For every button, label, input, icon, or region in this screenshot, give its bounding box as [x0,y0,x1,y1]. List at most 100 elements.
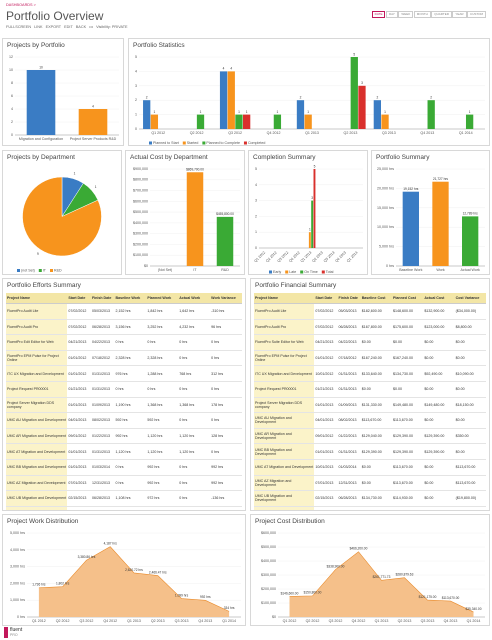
bar [432,181,449,266]
date-tab[interactable]: YEAR [452,10,467,18]
column-header: Baseline Cost [360,293,393,304]
date-tab[interactable]: MONTH [413,10,431,18]
cell: $0.00 [423,381,455,398]
date-tab[interactable]: QUARTER [431,10,452,18]
data-label: 1 [277,110,279,114]
toolbar-item[interactable]: LINK [34,25,43,29]
row: UMC UG Migration and Development02/01/20… [254,506,486,510]
y-tick-label: $0 [144,264,148,268]
y-tick-label: $500,000 [133,210,148,214]
cell: UMC UG Migration and Development [6,506,68,510]
x-tick-label: Q2 2013 [398,619,412,623]
y-tick-label: 10,000 hrs [377,225,394,229]
y-tick-label: $300,000 [133,232,148,236]
toolbar-item[interactable]: EXPORT [45,25,62,29]
y-tick-label: 0 [255,246,257,250]
chart: 0 hrs 5,000 hrs 10,000 hrs 15,000 hrs 20,000… [377,167,485,272]
toolbar: FULLSCREEN LINK EXPORT EDIT BACK ••• Visibilit… [6,25,131,29]
toolbar-item[interactable]: ••• [89,25,94,29]
cell: 972 hrs [146,490,179,507]
cell: 05/03/2013 [337,303,361,320]
toolbar-item[interactable]: Visibility: PRIVATE [96,25,128,29]
x-tick-label: Work [436,268,445,272]
cell: 01/22/2013 [90,428,115,445]
cell: $129,390.00 [423,428,455,445]
legend-swatch [17,269,20,272]
date-tab[interactable]: WEEK [398,10,414,18]
date-tab[interactable]: DAY [385,10,398,18]
data-label: 1,099 hrs [175,593,189,597]
x-tick-label: Q1 2013 [300,251,313,264]
cell: 0 hrs [210,334,242,351]
data-label: 1 [238,110,240,114]
toolbar-item[interactable]: BACK [75,25,87,29]
row: UMC AU Migration and Development 04/01/20… [254,412,486,429]
bar [227,71,235,129]
cell: 12/31/2013 [90,475,115,492]
y-tick-label: 0 [135,127,137,131]
cell: 06/28/2013 [337,490,361,507]
bar [26,70,56,135]
y-tick-label: 4,000 hrs [10,548,25,552]
bar [304,114,312,129]
x-tick-label: Q2 2013 [311,251,324,264]
x-tick-label: Q2 2012 [56,619,70,623]
cell: FluentPro Audit Lite [254,303,315,320]
column-header: Work Variance [210,293,242,304]
cell: 96 hrs [210,319,242,336]
column-header: Baseline Work [114,293,147,304]
x-tick-label: Q2 2012 [190,131,204,135]
x-tick-label: Q4 2012 [267,131,281,135]
column-header: Finish Date [90,293,115,304]
date-tab[interactable]: CUSTOM [467,10,486,18]
pie-slice [22,176,102,257]
cell: ($34,000.00) [454,303,486,320]
chart: 0 1 2 3 4 5 Q1 2012 Q2 2012 Q3 2012 Q4 2012 Q1 201… [135,52,485,145]
y-tick-label: 1,000 hrs [10,598,25,602]
toolbar-item[interactable]: EDIT [64,25,73,29]
cell: Project Server Migration DDS company [6,397,68,414]
panel-title: Project Work Distribution [7,518,79,525]
data-label: $338,900.00 [327,564,345,568]
y-tick-label: $900,000 [133,167,148,171]
cell: $149,480.00 [392,397,424,414]
column-header: Actual Cost [423,293,455,304]
y-tick-label: $600,000 [133,199,148,203]
cell: 0 hrs [178,350,211,367]
legend-swatch [321,270,325,274]
cell: $129,390.00 [360,443,393,460]
date-tab[interactable]: DATE [371,10,386,18]
y-tick-label: 5 [255,167,257,171]
cell: 01/31/2013 [337,365,361,382]
legend-swatch [149,141,152,145]
breadcrumb[interactable]: DASHBOARDS > [6,3,36,7]
cell: 02/01/2013 [314,506,338,510]
cell: 592 hrs [146,412,179,429]
cell: UMC UB Migration and Development [254,490,315,507]
panel: Completion Summary 0 1 2 3 4 5 Q1 2012 Q2 2012 Q3… [248,150,368,275]
legend-label: Planned to Complete [206,141,240,145]
cell: $113,670.00 [454,459,486,476]
legend-label: IT [43,268,47,272]
cell: 1,120 hrs [146,428,179,445]
bar [313,169,316,248]
cell: 992 hrs [210,459,242,476]
cell: 1,216 hrs [114,506,147,510]
panel-title: Projects by Portfolio [7,42,65,49]
data-label: 5 [353,52,355,56]
column-header: Planned Work [146,293,179,304]
x-tick-label: Q3 2012 [277,251,290,264]
y-tick-label: $200,000 [133,242,148,246]
cell: 768 hrs [178,365,211,382]
cell: 01/01/2013 [314,443,338,460]
area-line [38,546,230,612]
row: Project Request PR00001 01/21/2013 01/31/2… [6,381,242,398]
cell: 01/21/2013 [67,381,91,398]
y-tick-label: $800,000 [133,178,148,182]
data-label: 1 [200,110,202,114]
toolbar-item[interactable]: FULLSCREEN [6,25,32,29]
row: Project Request PR00001 01/21/2013 01/31/2… [254,381,486,398]
cell: 0 hrs [114,381,147,398]
cell: 05/03/2013 [90,303,115,320]
cell: 0 hrs [178,475,211,492]
